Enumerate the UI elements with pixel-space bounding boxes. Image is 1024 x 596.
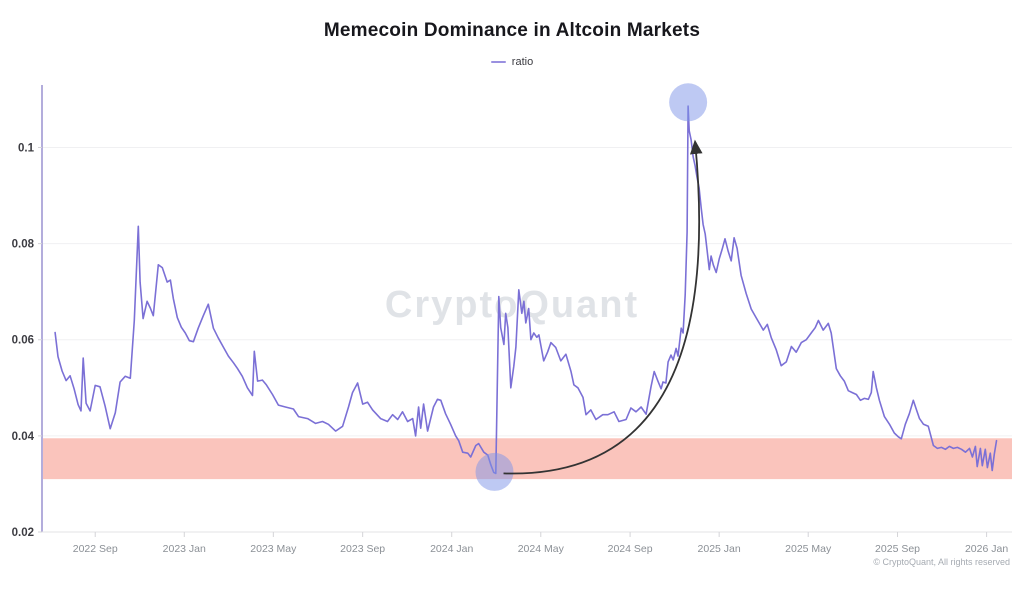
y-tick-label: 0.04 bbox=[12, 431, 35, 443]
chart-title: Memecoin Dominance in Altcoin Markets bbox=[323, 20, 701, 41]
annotation-circle-trough-marker bbox=[475, 452, 514, 491]
x-tick-label: 2025 Jan bbox=[698, 543, 741, 555]
legend-label: ratio bbox=[511, 56, 534, 68]
y-tick-label: 0.06 bbox=[12, 335, 34, 347]
x-tick-label: 2023 May bbox=[250, 543, 297, 555]
x-tick-label: 2022 Sep bbox=[73, 543, 118, 555]
x-tick-label: 2024 Sep bbox=[608, 543, 653, 555]
x-tick-label: 2023 Sep bbox=[340, 543, 385, 555]
x-tick-label: 2023 Jan bbox=[163, 543, 206, 555]
copyright-text: © CryptoQuant, All rights reserved bbox=[873, 557, 1010, 567]
legend: ratio bbox=[0, 56, 1024, 68]
y-tick-label: 0.02 bbox=[12, 527, 34, 539]
trend-arrow bbox=[503, 139, 703, 475]
x-tick-label: 2024 May bbox=[518, 543, 565, 555]
x-tick-label: 2024 Jan bbox=[430, 543, 473, 555]
x-tick-label: 2026 Jan bbox=[965, 543, 1008, 555]
ratio-line bbox=[54, 105, 998, 475]
y-tick-label: 0.08 bbox=[12, 239, 35, 251]
x-tick-label: 2025 May bbox=[785, 543, 832, 555]
annotation-circle-peak-marker bbox=[669, 83, 708, 122]
x-tick-label: 2025 Sep bbox=[875, 543, 920, 555]
legend-line-swatch bbox=[490, 61, 506, 63]
y-tick-label: 0.1 bbox=[18, 142, 35, 154]
